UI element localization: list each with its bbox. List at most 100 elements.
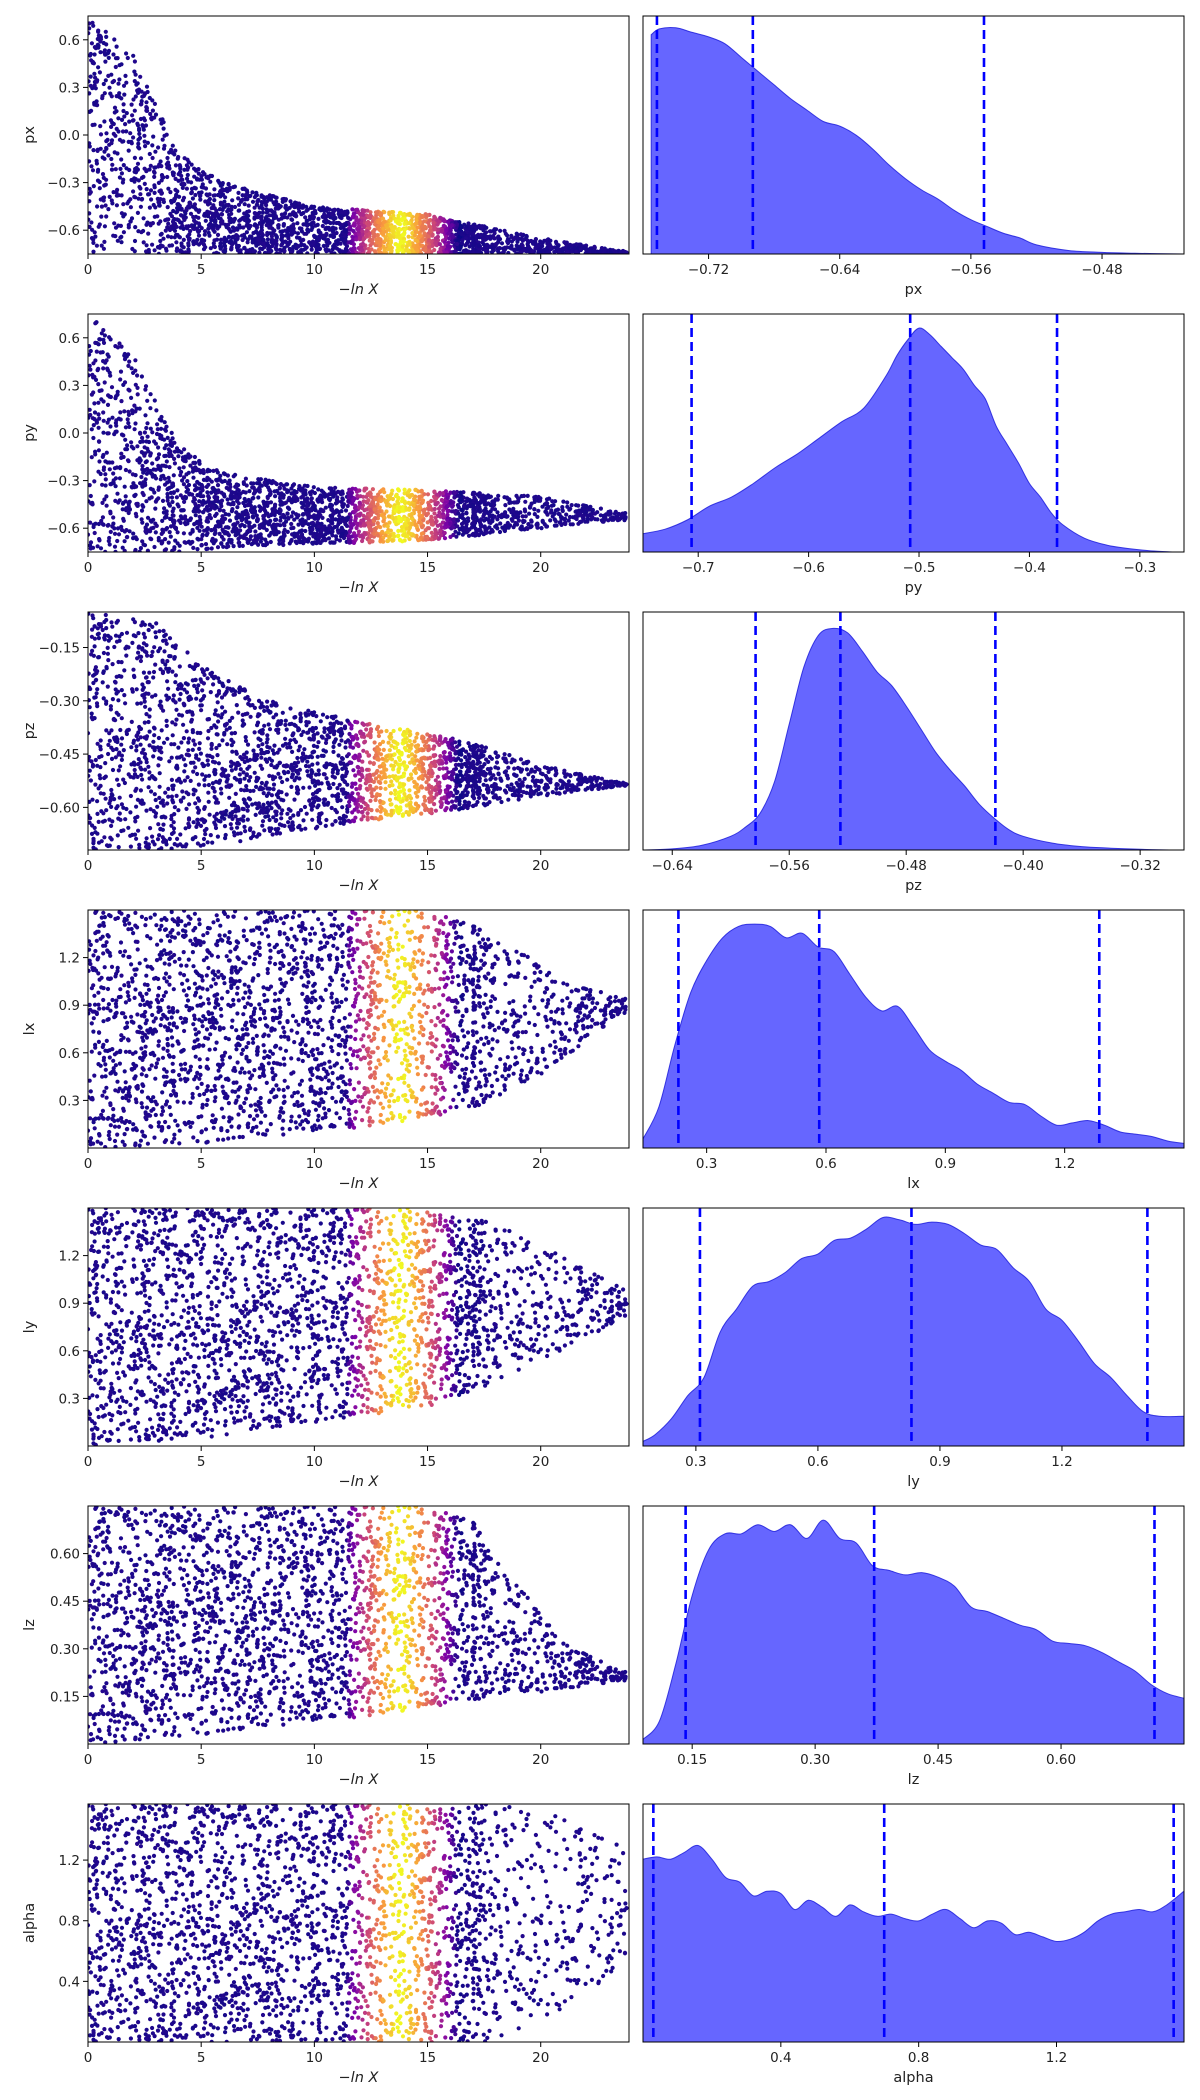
scatter-point	[88, 199, 92, 204]
scatter-point	[145, 398, 150, 403]
scatter-point	[122, 484, 127, 489]
scatter-point	[223, 239, 228, 244]
scatter-point	[321, 243, 326, 248]
scatter-point	[353, 504, 358, 509]
scatter-point	[101, 340, 107, 345]
scatter-point	[121, 102, 126, 107]
scatter-point	[178, 473, 183, 478]
scatter-point	[240, 237, 245, 243]
scatter-point	[276, 217, 281, 222]
scatter-point	[124, 447, 130, 452]
scatter-point	[356, 529, 361, 534]
scatter-point	[283, 519, 289, 524]
scatter-point	[264, 214, 269, 220]
scatter-point	[277, 251, 283, 254]
scatter-point	[127, 388, 132, 393]
scatter-point	[512, 500, 517, 505]
scatter-point	[279, 237, 284, 242]
scatter-point	[442, 536, 448, 541]
scatter-point	[338, 492, 344, 497]
scatter-point	[383, 238, 388, 243]
scatter-point	[484, 526, 489, 531]
scatter-point	[353, 508, 358, 513]
scatter-point	[296, 522, 301, 527]
scatter-point	[304, 204, 309, 209]
scatter-point	[188, 454, 193, 459]
scatter-point	[533, 237, 539, 242]
scatter-point	[196, 209, 201, 214]
scatter-point	[199, 174, 204, 179]
scatter-point	[384, 223, 389, 228]
scatter-point	[107, 85, 112, 90]
scatter-point	[421, 227, 426, 232]
scatter-point	[452, 495, 457, 500]
scatter-point	[553, 519, 558, 524]
scatter-point	[427, 244, 432, 249]
scatter-point	[173, 176, 178, 181]
scatter-point	[358, 212, 363, 217]
scatter-point	[430, 243, 435, 248]
scatter-point	[138, 481, 143, 486]
scatter-point	[292, 534, 297, 539]
scatter-point	[289, 224, 294, 229]
scatter-point	[126, 225, 131, 230]
scatter-point	[376, 224, 381, 229]
scatter-point	[165, 491, 170, 497]
scatter-point	[331, 228, 336, 233]
scatter-point	[365, 492, 370, 497]
scatter-point	[89, 236, 95, 241]
scatter-point	[186, 237, 192, 242]
scatter-point	[163, 246, 169, 251]
scatter-point	[135, 373, 140, 378]
scatter-point	[265, 480, 270, 486]
scatter-point	[540, 518, 545, 524]
scatter-point	[178, 213, 184, 218]
scatter-point	[161, 236, 166, 241]
scatter-point	[346, 215, 351, 220]
scatter-point	[185, 479, 190, 484]
scatter-point	[335, 240, 340, 246]
scatter-point	[296, 244, 301, 249]
scatter-point	[140, 520, 145, 525]
scatter-point	[251, 230, 256, 236]
scatter-point	[237, 495, 242, 500]
scatter-point	[462, 222, 467, 227]
scatter-point	[433, 241, 438, 246]
scatter-point	[532, 511, 537, 517]
scatter-point	[215, 470, 220, 475]
scatter-point	[303, 215, 308, 220]
scatter-point	[329, 211, 334, 217]
scatter-point	[145, 434, 150, 439]
scatter-point	[317, 236, 322, 241]
scatter-point	[458, 251, 463, 254]
scatter-point	[237, 218, 242, 223]
scatter-point	[197, 228, 202, 234]
scatter-point	[92, 52, 97, 57]
scatter-point	[100, 172, 106, 177]
scatter-point	[96, 469, 101, 474]
scatter-point	[260, 246, 265, 252]
scatter-point	[133, 409, 138, 414]
scatter-point	[299, 495, 304, 500]
scatter-point	[200, 532, 205, 537]
scatter-point	[132, 485, 137, 490]
scatter-point	[455, 246, 460, 251]
scatter-point	[471, 251, 476, 254]
scatter-point	[458, 490, 463, 495]
scatter-point	[402, 491, 407, 496]
scatter-point	[255, 517, 260, 522]
scatter-point	[113, 344, 118, 349]
scatter-point	[174, 232, 179, 237]
scatter-point	[127, 469, 132, 474]
scatter-point	[172, 449, 177, 454]
scatter-point	[109, 385, 115, 390]
scatter-point	[116, 129, 121, 134]
scatter-point	[138, 192, 143, 197]
scatter-point	[433, 532, 438, 537]
scatter-point	[255, 202, 260, 207]
scatter-point	[144, 439, 149, 444]
scatter-point	[256, 495, 261, 500]
scatter-point	[103, 477, 108, 482]
scatter-point	[153, 506, 158, 511]
scatter-point	[185, 167, 190, 172]
